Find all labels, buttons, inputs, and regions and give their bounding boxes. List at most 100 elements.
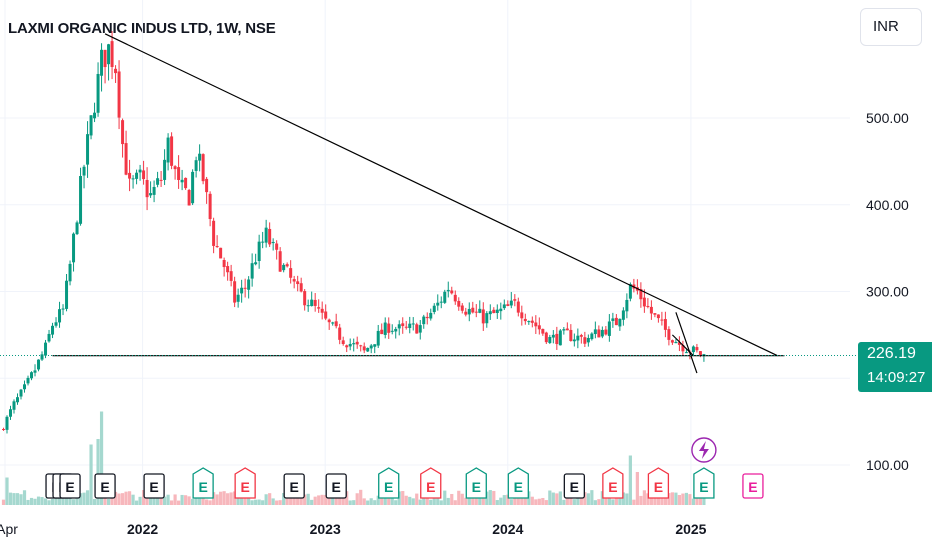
candle — [240, 279, 244, 303]
candle — [485, 311, 489, 328]
candle-body — [408, 323, 412, 329]
earnings-event-icon[interactable]: E — [465, 467, 487, 499]
earnings-event-icon[interactable]: E — [378, 467, 400, 499]
candle — [100, 43, 104, 92]
volume-bar — [166, 494, 170, 505]
candle — [646, 298, 650, 309]
earnings-badge — [602, 467, 624, 499]
earnings-badge — [325, 473, 347, 499]
candle — [51, 322, 55, 339]
candle — [590, 332, 594, 341]
candle — [177, 155, 181, 189]
candle-body — [338, 327, 342, 340]
earnings-event-icon[interactable]: E — [602, 467, 624, 499]
candle-body — [131, 178, 135, 180]
candle — [600, 326, 604, 339]
currency-button[interactable]: INR — [860, 8, 922, 46]
candle-body — [646, 305, 650, 307]
candle-body — [159, 179, 163, 181]
candle — [460, 303, 464, 314]
volume-bar — [684, 492, 689, 505]
earnings-event-icon[interactable]: E — [420, 467, 442, 499]
candle-body — [61, 308, 65, 310]
candle — [443, 289, 447, 304]
earnings-event-icon[interactable]: E — [693, 467, 715, 499]
volume-bar — [268, 493, 272, 505]
candle-body — [397, 324, 401, 329]
volume-bar — [117, 493, 121, 505]
volume-bar — [558, 491, 562, 505]
candle — [205, 176, 209, 204]
candle-body — [240, 287, 244, 294]
candle — [313, 293, 317, 312]
candle-body — [117, 71, 121, 118]
candle — [653, 313, 657, 318]
candle — [429, 308, 433, 321]
volume-bar — [40, 497, 44, 505]
volume-bar — [113, 491, 118, 505]
volume-bar — [282, 492, 286, 505]
candle-body — [579, 335, 583, 337]
earnings-event-icon[interactable]: E — [507, 467, 529, 499]
candle-body — [597, 329, 601, 338]
candle-body — [492, 309, 496, 314]
earnings-event-icon[interactable]: E — [325, 473, 347, 499]
earnings-badge — [563, 473, 585, 499]
earnings-event-icon[interactable]: E — [283, 473, 305, 499]
candle-body — [86, 134, 90, 165]
candle — [439, 296, 443, 309]
candle-body — [499, 308, 503, 312]
candle — [495, 304, 499, 319]
volume-bar — [313, 496, 317, 505]
volume-bar — [173, 494, 177, 505]
volume-bar — [632, 499, 636, 505]
lightning-icon[interactable] — [691, 437, 717, 463]
candle-body — [380, 329, 384, 335]
volume-bar — [373, 500, 377, 505]
candle-body — [446, 289, 450, 292]
candle-body — [2, 429, 6, 431]
candle — [446, 281, 450, 298]
candle — [474, 304, 478, 318]
volume-bar — [590, 490, 594, 505]
earnings-event-icon[interactable]: E — [143, 473, 165, 499]
volume-bar — [229, 492, 233, 505]
candle — [198, 144, 202, 172]
volume-bar — [15, 493, 20, 505]
earnings-badge — [693, 467, 715, 499]
candle — [296, 275, 300, 292]
candle — [401, 317, 405, 334]
earnings-event-icon[interactable]: E — [647, 467, 670, 499]
candle — [208, 191, 212, 227]
candle — [607, 314, 611, 342]
candle — [229, 264, 233, 287]
candle-body — [152, 186, 156, 195]
candle — [380, 323, 384, 335]
volume-bar — [537, 498, 541, 505]
earnings-event-icon[interactable]: E — [563, 473, 585, 499]
earnings-event-icon[interactable]: E — [234, 467, 256, 499]
candle-body — [257, 241, 261, 262]
candle — [33, 364, 37, 377]
candle-body — [306, 305, 310, 307]
earnings-event-icon[interactable]: E — [94, 473, 116, 499]
candle-body — [96, 73, 100, 113]
candle-body — [583, 337, 587, 344]
candle — [464, 307, 468, 317]
candle — [2, 427, 6, 431]
volume-bar — [492, 490, 496, 505]
candle — [341, 336, 345, 346]
y-tick-label: 100.00 — [866, 457, 909, 473]
candle-body — [233, 281, 237, 303]
candle-body — [236, 294, 240, 302]
earnings-event-icon[interactable]: E — [192, 467, 214, 499]
volume-bar — [506, 494, 510, 505]
earnings-event-icon[interactable]: E — [59, 473, 81, 499]
candle — [47, 329, 51, 343]
trendline — [675, 312, 698, 374]
candle — [387, 317, 391, 339]
volume-bar — [47, 500, 51, 505]
candle-body — [215, 246, 219, 248]
earnings-event-icon[interactable]: E — [742, 473, 764, 499]
